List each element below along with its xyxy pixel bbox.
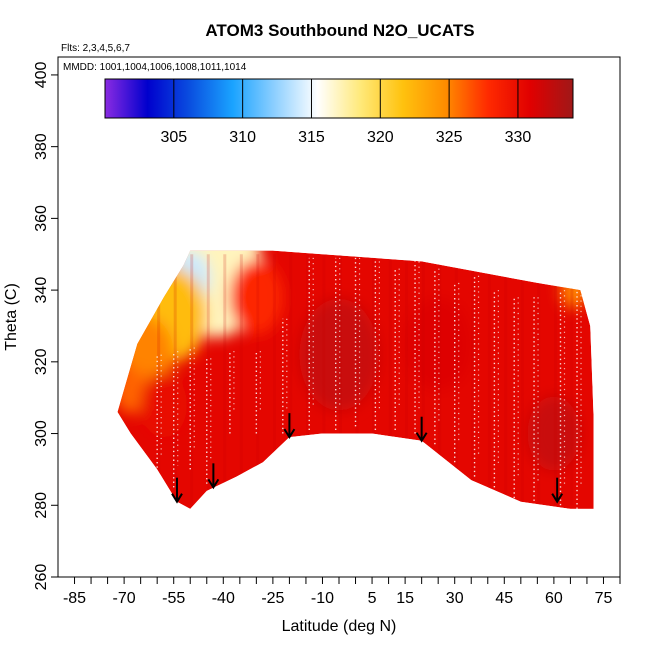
arrow-marker-4 <box>551 477 564 504</box>
field-stripe-22 <box>520 254 524 506</box>
field-stripe-11 <box>339 254 342 506</box>
field-stripe-12 <box>355 254 359 506</box>
field-stripe-15 <box>405 254 409 506</box>
x-tick-label-5: -10 <box>311 590 334 607</box>
field-stripe-8 <box>289 254 293 506</box>
field-stripe-7 <box>272 254 276 506</box>
field-stripe-9 <box>305 254 309 506</box>
colorbar-tick-label-5: 330 <box>505 129 532 146</box>
x-tick-label-2: -55 <box>162 590 185 607</box>
field-stripe-16 <box>421 254 425 506</box>
field-stripe-14 <box>388 254 392 506</box>
y-axis-label: Theta (C) <box>3 283 20 351</box>
field-stripe-6 <box>256 254 260 506</box>
x-tick-label-0: -85 <box>63 590 86 607</box>
x-tick-label-3: -40 <box>212 590 235 607</box>
x-tick-label-11: 75 <box>595 590 613 607</box>
field-stripe-18 <box>454 254 458 506</box>
colorbar-tick-label-2: 315 <box>298 129 325 146</box>
colorbar-tick-label-3: 320 <box>367 129 394 146</box>
field-blob-5 <box>229 259 283 335</box>
arrow-marker-0 <box>171 477 183 504</box>
x-tick-label-7: 15 <box>396 590 414 607</box>
field-stripe-23 <box>537 254 541 506</box>
field-stripe-4 <box>223 254 227 506</box>
field-stripe-2 <box>190 254 194 506</box>
field-stripe-17 <box>438 254 442 506</box>
arrow-marker-3 <box>415 416 428 443</box>
colorbar-tick-label-4: 325 <box>436 129 463 146</box>
field-stripe-19 <box>471 254 475 506</box>
x-axis: -85 -70 -55 -40 -25 -10 5 15 30 45 60 75 <box>63 577 621 607</box>
field-stripe-25 <box>570 254 574 506</box>
y-tick-label-4: 340 <box>33 277 50 304</box>
field-stripe-0 <box>157 254 161 506</box>
x-tick-label-1: -70 <box>113 590 136 607</box>
chart-title: ATOM3 Southbound N2O_UCATS <box>205 21 474 40</box>
arrow-marker-2 <box>283 413 296 440</box>
x-tick-label-10: 60 <box>545 590 563 607</box>
colorbar-ticks: 305 310 315 320 325 330 <box>160 79 531 146</box>
field-stripe-5 <box>239 254 243 506</box>
field-stripe-3 <box>206 254 210 506</box>
n2o-field <box>117 250 594 509</box>
y-tick-label-5: 360 <box>33 205 50 232</box>
flight-profiles <box>156 257 582 509</box>
arrow-markers <box>171 413 564 504</box>
field-stripe-13 <box>372 254 376 506</box>
colorbar: 305 310 315 320 325 330 <box>104 78 574 146</box>
y-tick-label-3: 320 <box>33 348 50 375</box>
colorbar-tick-label-0: 305 <box>160 129 187 146</box>
field-blob-7 <box>299 298 379 411</box>
x-tick-label-9: 45 <box>495 590 513 607</box>
colorbar-rect <box>104 78 574 119</box>
field-stripe-20 <box>487 254 491 506</box>
y-tick-label-6: 380 <box>33 133 50 160</box>
field-blob-9 <box>527 396 581 471</box>
field-stripe-21 <box>504 254 508 506</box>
field-stripe-1 <box>173 254 177 506</box>
y-axis: 260 280 300 320 340 360 380 400 <box>33 61 58 590</box>
x-axis-label: Latitude (deg N) <box>282 618 397 635</box>
x-tick-label-4: -25 <box>261 590 284 607</box>
x-tick-label-8: 30 <box>446 590 464 607</box>
arrow-marker-1 <box>207 463 220 490</box>
y-tick-label-7: 400 <box>33 61 50 88</box>
y-tick-label-2: 300 <box>33 420 50 447</box>
field-blob-6 <box>140 372 187 438</box>
x-tick-label-6: 5 <box>368 590 377 607</box>
flights-note: Flts: 2,3,4,5,6,7 <box>61 43 130 54</box>
y-tick-label-1: 280 <box>33 492 50 519</box>
y-tick-label-0: 260 <box>33 564 50 591</box>
field-stripe-10 <box>322 254 326 506</box>
field-stripe-24 <box>553 254 557 506</box>
dates-note: MMDD: 1001,1004,1006,1008,1011,1014 <box>63 62 247 73</box>
colorbar-tick-label-1: 310 <box>229 129 256 146</box>
